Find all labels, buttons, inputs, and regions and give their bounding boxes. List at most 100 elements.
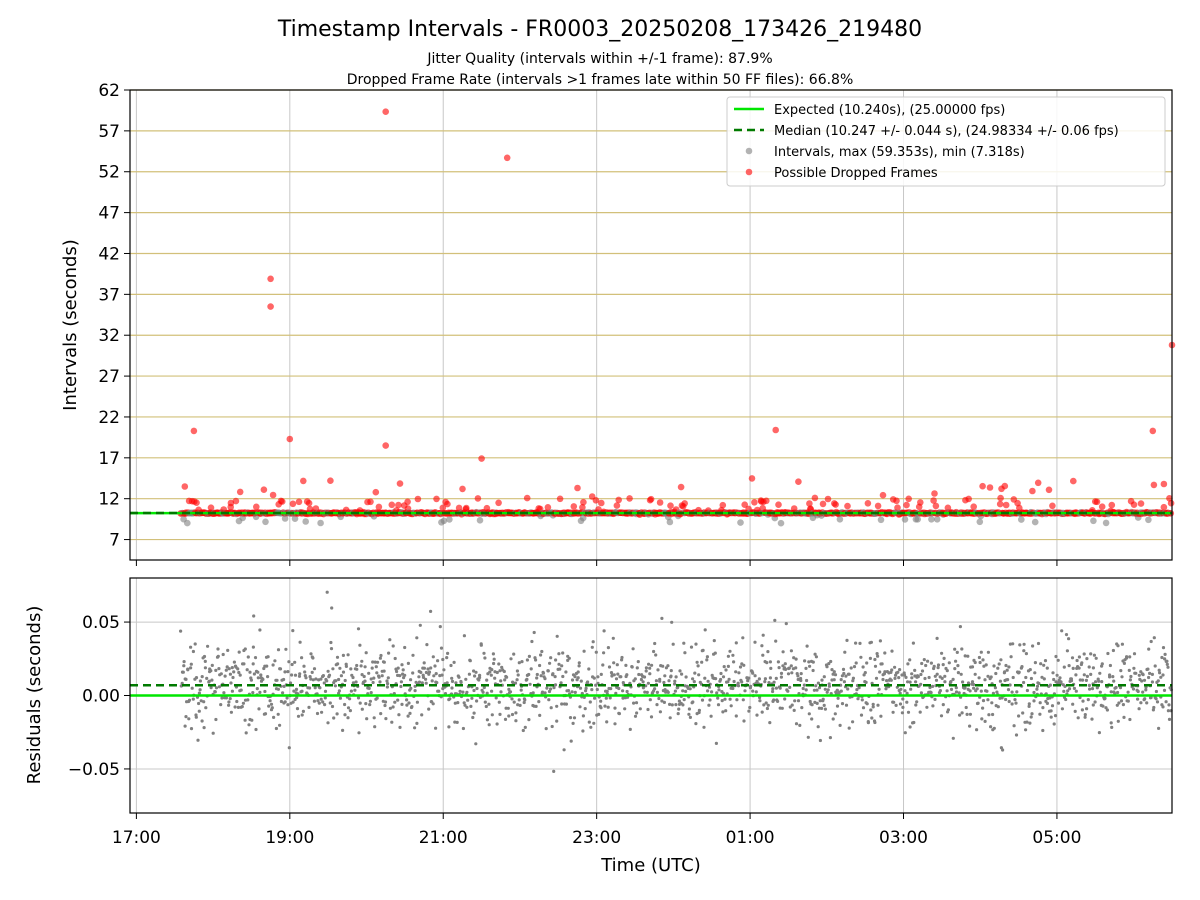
residual-point: [935, 636, 939, 641]
residual-point: [308, 686, 312, 690]
residual-point: [273, 659, 277, 663]
residual-point: [315, 711, 320, 716]
residual-point: [365, 717, 369, 721]
residual-point: [861, 706, 866, 710]
residual-point: [1165, 659, 1169, 663]
residual-point: [836, 696, 840, 700]
residual-point: [820, 678, 824, 682]
interval-point: [281, 515, 289, 522]
residual-point: [601, 663, 605, 667]
residual-point: [702, 725, 706, 729]
residual-point: [426, 667, 430, 671]
residual-point: [681, 703, 685, 707]
dropped-frame-point: [1160, 480, 1168, 488]
residual-point: [197, 691, 201, 695]
residual-point: [351, 675, 355, 680]
residual-point: [983, 678, 987, 682]
residual-point: [1148, 671, 1152, 676]
dropped-frame-point: [997, 494, 1004, 502]
residual-point: [309, 677, 313, 681]
residual-point: [378, 680, 382, 684]
residual-point: [669, 674, 673, 678]
intervals-plot-frame: [129, 89, 1173, 561]
residual-point: [783, 697, 787, 701]
residual-point: [337, 689, 341, 693]
residual-point: [454, 681, 458, 685]
residual-point: [1024, 728, 1028, 732]
residual-point: [981, 699, 986, 703]
residual-point: [537, 700, 541, 704]
residual-point: [543, 691, 547, 695]
residual-point: [1074, 673, 1078, 677]
dropped-frame-outlier-point: [286, 435, 294, 443]
dropped-frame-point: [667, 502, 674, 510]
residual-point: [1077, 666, 1081, 670]
residual-point: [344, 664, 348, 669]
residual-point: [1116, 719, 1120, 723]
residual-point: [1160, 655, 1164, 660]
residual-point: [688, 715, 693, 720]
residual-point: [1132, 666, 1136, 670]
residual-point: [194, 676, 199, 680]
residual-point: [728, 697, 732, 701]
residual-point: [1127, 668, 1131, 673]
residual-point: [873, 664, 878, 668]
residual-point: [740, 680, 744, 684]
dropped-frame-point: [677, 483, 685, 491]
residual-point: [614, 677, 619, 681]
residual-point: [816, 725, 820, 729]
residual-point: [654, 653, 658, 657]
residual-point: [219, 672, 223, 676]
dropped-frame-point: [579, 504, 586, 511]
residual-point: [620, 658, 624, 662]
residual-point: [784, 622, 788, 626]
residual-point: [597, 712, 601, 717]
residual-point: [1122, 715, 1126, 720]
residual-point: [889, 670, 893, 675]
residual-point: [271, 663, 275, 667]
residual-point: [916, 675, 920, 679]
residual-point: [384, 717, 388, 721]
residual-point: [1093, 700, 1097, 704]
residual-point: [506, 706, 510, 710]
residual-point: [434, 672, 438, 676]
residual-point: [817, 686, 822, 690]
residual-point: [727, 677, 731, 681]
residual-point: [1031, 644, 1035, 648]
residual-point: [899, 687, 903, 691]
residual-point: [1089, 652, 1093, 656]
residual-point: [960, 711, 964, 715]
residual-point: [337, 691, 341, 696]
residual-point: [753, 640, 757, 644]
residual-point: [1105, 708, 1109, 712]
residual-point: [495, 722, 499, 726]
residual-point: [382, 660, 386, 664]
residual-point: [620, 655, 624, 660]
residual-point: [1071, 666, 1075, 671]
dropped-frame-point: [1150, 481, 1158, 489]
residual-point: [263, 689, 267, 694]
residual-point: [901, 705, 905, 710]
residual-point: [396, 698, 400, 702]
residual-point: [194, 715, 198, 719]
residual-point: [465, 705, 469, 709]
residual-point: [1038, 712, 1042, 716]
residual-point: [810, 717, 814, 721]
residual-point: [1115, 703, 1119, 707]
residual-point: [1126, 699, 1130, 703]
residual-point: [510, 697, 514, 701]
residual-point: [393, 700, 397, 704]
residual-point: [857, 686, 861, 690]
dropped-frame-point: [1001, 482, 1009, 490]
residual-point: [741, 698, 745, 702]
residual-point: [217, 685, 221, 689]
residual-point: [186, 667, 190, 671]
dropped-frame-point: [1093, 498, 1101, 506]
residual-point: [518, 703, 522, 708]
residual-point: [1110, 725, 1114, 730]
residual-point: [189, 727, 194, 731]
residual-point: [920, 661, 924, 666]
residual-point: [375, 696, 379, 700]
residual-point: [760, 644, 764, 648]
